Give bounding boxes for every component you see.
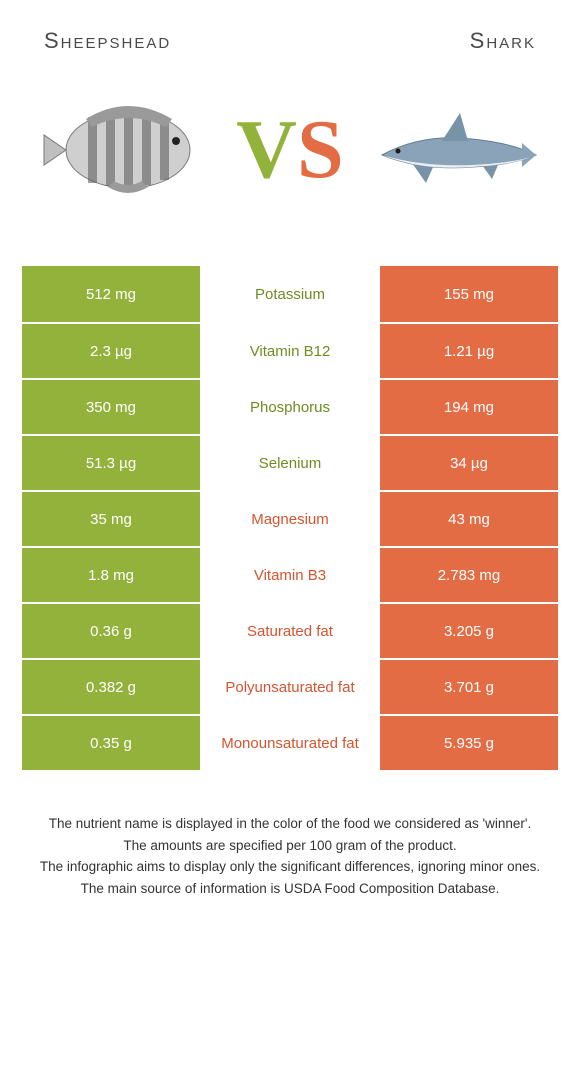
value-left: 512 mg — [22, 266, 200, 322]
footer-line-1: The nutrient name is displayed in the co… — [22, 814, 558, 834]
value-right: 43 mg — [380, 492, 558, 546]
value-left: 0.382 g — [22, 660, 200, 714]
value-right: 2.783 mg — [380, 548, 558, 602]
sheepshead-icon — [38, 95, 208, 205]
table-row: 350 mgPhosphorus194 mg — [22, 378, 558, 434]
value-right: 3.701 g — [380, 660, 558, 714]
table-row: 35 mgMagnesium43 mg — [22, 490, 558, 546]
value-left: 51.3 µg — [22, 436, 200, 490]
table-row: 2.3 µgVitamin B121.21 µg — [22, 322, 558, 378]
nutrient-label: Vitamin B3 — [200, 548, 380, 602]
title-right: Shark — [470, 28, 536, 54]
footer-line-2: The amounts are specified per 100 gram o… — [22, 836, 558, 856]
table-row: 512 mgPotassium155 mg — [22, 266, 558, 322]
table-row: 0.382 gPolyunsaturated fat3.701 g — [22, 658, 558, 714]
nutrient-label: Polyunsaturated fat — [200, 660, 380, 714]
value-right: 5.935 g — [380, 716, 558, 770]
vs-v: V — [236, 108, 297, 192]
value-left: 1.8 mg — [22, 548, 200, 602]
comparison-table: 512 mgPotassium155 mg2.3 µgVitamin B121.… — [22, 266, 558, 770]
table-row: 51.3 µgSelenium34 µg — [22, 434, 558, 490]
value-right: 34 µg — [380, 436, 558, 490]
value-right: 155 mg — [380, 266, 558, 322]
table-row: 0.36 gSaturated fat3.205 g — [22, 602, 558, 658]
title-left: Sheepshead — [44, 28, 171, 54]
sheepshead-image — [38, 85, 208, 215]
shark-image — [372, 85, 542, 215]
value-left: 2.3 µg — [22, 324, 200, 378]
table-row: 0.35 gMonounsaturated fat5.935 g — [22, 714, 558, 770]
value-right: 3.205 g — [380, 604, 558, 658]
value-right: 194 mg — [380, 380, 558, 434]
value-left: 0.35 g — [22, 716, 200, 770]
shark-icon — [372, 95, 542, 205]
nutrient-label: Monounsaturated fat — [200, 716, 380, 770]
header: Sheepshead Shark — [0, 0, 580, 62]
footer-line-3: The infographic aims to display only the… — [22, 857, 558, 877]
value-left: 350 mg — [22, 380, 200, 434]
nutrient-label: Magnesium — [200, 492, 380, 546]
nutrient-label: Selenium — [200, 436, 380, 490]
value-left: 35 mg — [22, 492, 200, 546]
nutrient-label: Potassium — [200, 266, 380, 322]
footer-line-4: The main source of information is USDA F… — [22, 879, 558, 899]
value-left: 0.36 g — [22, 604, 200, 658]
hero-row: VS — [0, 62, 580, 252]
table-row: 1.8 mgVitamin B32.783 mg — [22, 546, 558, 602]
nutrient-label: Vitamin B12 — [200, 324, 380, 378]
nutrient-label: Phosphorus — [200, 380, 380, 434]
value-right: 1.21 µg — [380, 324, 558, 378]
vs-s: S — [297, 108, 344, 192]
nutrient-label: Saturated fat — [200, 604, 380, 658]
vs-label: VS — [236, 108, 343, 192]
footer-notes: The nutrient name is displayed in the co… — [22, 814, 558, 898]
